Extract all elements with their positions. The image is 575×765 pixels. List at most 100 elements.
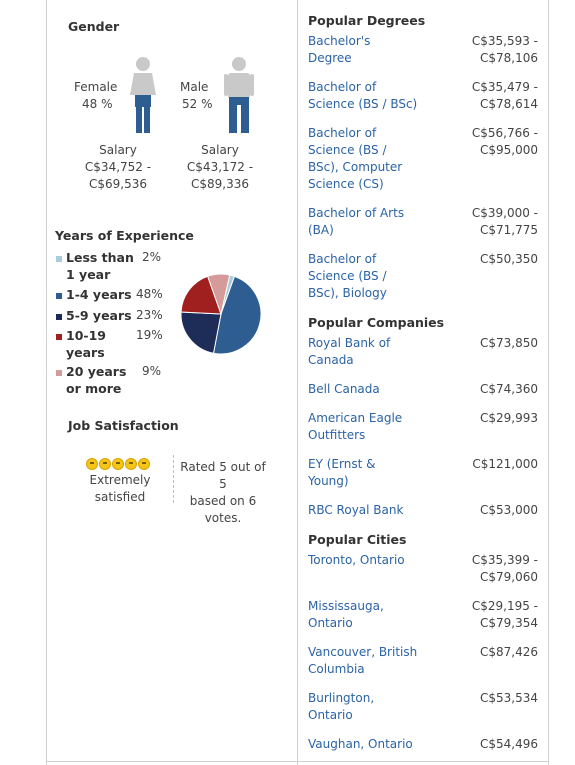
degrees-link[interactable]: BSc), Biology [308,286,387,300]
degrees-salary: C$71,775 [479,223,538,237]
degrees-salary: C$50,350 [479,252,538,266]
companies-link[interactable]: Bell Canada [308,382,380,396]
companies-link[interactable]: Royal Bank of [308,336,391,350]
companies-salary: C$29,993 [479,411,538,425]
legend-label: Less than [66,250,134,265]
companies-link[interactable]: EY (Ernst & [308,457,376,471]
male-salary-label: Salary [201,143,239,157]
cities-salary: C$79,354 [479,616,538,630]
companies-link[interactable]: Canada [308,353,354,367]
gender-title: Gender [68,19,120,34]
rating-text-3: based on 6 [189,494,257,508]
female-salary-range: C$34,752 - [84,160,152,174]
companies-link[interactable]: RBC Royal Bank [308,503,404,517]
popular-cities-title: Popular Cities [308,532,407,547]
legend-label-2: 1 year [66,267,111,282]
degrees-salary: C$35,593 - [471,34,538,48]
companies-salary: C$53,000 [479,503,538,517]
legend-swatch [56,370,62,376]
cities-salary: C$29,195 - [471,599,538,613]
cities-link[interactable]: Vancouver, British [308,645,418,659]
experience-title: Years of Experience [55,228,194,243]
smiley-face-icon [112,458,124,470]
degrees-link[interactable]: Bachelor of [308,126,377,140]
degrees-link[interactable]: Degree [308,51,352,65]
rating-text-4: votes. [204,511,242,525]
rating-text-2: 5 [219,477,227,491]
legend-swatch [56,293,62,299]
legend-label-2: years [66,345,105,360]
companies-salary: C$121,000 [472,457,538,471]
legend-swatch [56,314,62,320]
degrees-salary: C$35,479 - [471,80,538,94]
satisfaction-label-2: satisfied [94,490,146,504]
smiley-face-icon [138,458,150,470]
pie-slice [180,275,222,315]
female-figure-icon [130,57,156,133]
cities-salary: C$79,060 [479,570,538,584]
bottom-border [46,761,548,762]
legend-percent: 9% [142,364,162,378]
satisfaction-title: Job Satisfaction [68,418,179,433]
cities-salary: C$35,399 - [471,553,538,567]
cities-link[interactable]: Ontario [308,708,353,722]
degrees-link[interactable]: Science (BS / BSc) [308,97,418,111]
degrees-link[interactable]: Science (CS) [308,177,384,191]
satisfaction-stars [86,458,150,470]
cities-link[interactable]: Ontario [308,616,353,630]
male-salary-range-end: C$89,336 [190,177,249,191]
cities-salary: C$87,426 [479,645,538,659]
female-salary-label: Salary [99,143,137,157]
pie-slice [180,311,222,354]
male-figure-icon [224,57,254,133]
column-divider [297,0,298,765]
satisfaction-label: Extremely [89,473,151,487]
companies-link[interactable]: Young) [308,474,349,488]
degrees-link[interactable]: Science (BS / [308,269,387,283]
pie-slice [207,273,231,316]
legend-label: 5-9 years [66,308,132,323]
male-label: Male [180,80,209,94]
degrees-link[interactable]: Bachelor of [308,80,377,94]
legend-percent: 2% [142,250,162,264]
degrees-salary: C$56,766 - [471,126,538,140]
degrees-salary: C$78,614 [479,97,538,111]
satisfaction-divider [173,455,174,503]
legend-label: 10-19 [66,328,106,343]
degrees-link[interactable]: Science (BS / [308,143,387,157]
degrees-salary: C$78,106 [479,51,538,65]
cities-link[interactable]: Burlington, [308,691,375,705]
degrees-link[interactable]: BSc), Computer [308,160,403,174]
companies-link[interactable]: American Eagle [308,411,403,425]
degrees-link[interactable]: Bachelor of Arts [308,206,405,220]
legend-swatch [56,334,62,340]
legend-label-2: or more [66,381,122,396]
cities-link[interactable]: Columbia [308,662,365,676]
legend-label: 1-4 years [66,287,132,302]
female-salary-range-end: C$69,536 [88,177,147,191]
smiley-face-icon [125,458,137,470]
cities-salary: C$53,534 [479,691,538,705]
degrees-salary: C$95,000 [479,143,538,157]
male-percent: 52 % [182,97,213,111]
degrees-salary: C$39,000 - [471,206,538,220]
cities-link[interactable]: Vaughan, Ontario [308,737,413,751]
experience-pie-chart [180,273,262,355]
degrees-link[interactable]: Bachelor of [308,252,377,266]
companies-salary: C$73,850 [479,336,538,350]
female-label: Female [74,80,118,94]
popular-degrees-title: Popular Degrees [308,13,426,28]
cities-link[interactable]: Toronto, Ontario [308,553,405,567]
legend-label: 20 years [66,364,127,379]
cities-link[interactable]: Mississauga, [308,599,384,613]
legend-percent: 48% [136,287,163,301]
legend-swatch [56,256,62,262]
degrees-link[interactable]: Bachelor's [308,34,371,48]
female-percent: 48 % [82,97,113,111]
companies-link[interactable]: Outfitters [308,428,366,442]
smiley-face-icon [86,458,98,470]
companies-salary: C$74,360 [479,382,538,396]
degrees-link[interactable]: (BA) [308,223,334,237]
male-salary-range: C$43,172 - [186,160,254,174]
cities-salary: C$54,496 [479,737,538,751]
